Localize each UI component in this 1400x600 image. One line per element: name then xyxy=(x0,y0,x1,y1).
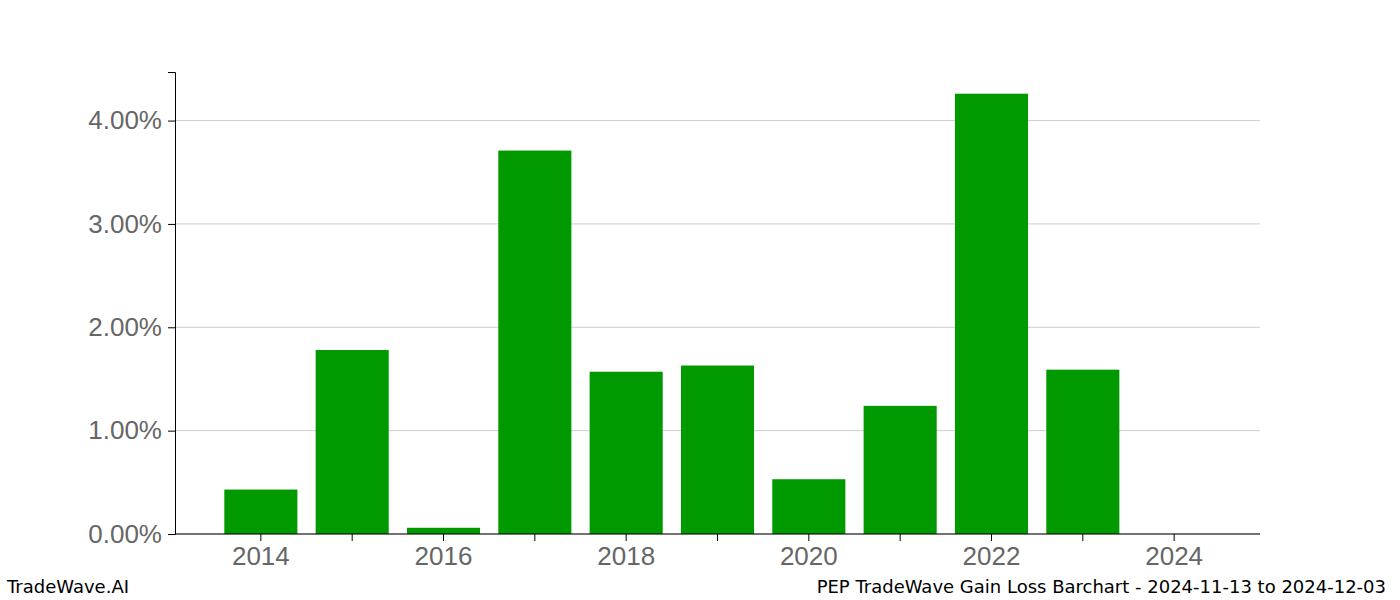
bar xyxy=(955,94,1028,534)
bar xyxy=(498,151,571,534)
bar xyxy=(864,406,937,534)
bar xyxy=(316,350,389,534)
y-tick-mark xyxy=(168,534,175,535)
y-tick-mark xyxy=(168,327,175,328)
y-axis-line xyxy=(168,73,176,535)
x-tick: 2024 xyxy=(1145,534,1203,571)
x-tick-mark xyxy=(352,534,353,541)
y-tick-label: 3.00% xyxy=(88,209,162,239)
x-tick-mark xyxy=(1174,534,1175,541)
x-tick: 2018 xyxy=(597,534,655,571)
bar xyxy=(407,528,480,534)
bar xyxy=(681,366,754,534)
y-tick-label: 1.00% xyxy=(88,415,162,445)
x-tick xyxy=(900,534,901,541)
title: PEP TradeWave Gain Loss Barchart - 2024-… xyxy=(817,576,1386,597)
x-tick-mark xyxy=(1082,534,1083,541)
x-tick xyxy=(352,534,353,541)
x-tick-label: 2020 xyxy=(780,541,838,571)
watermark: TradeWave.AI xyxy=(6,576,129,597)
y-tick-label: 0.00% xyxy=(88,519,162,549)
x-tick: 2020 xyxy=(780,534,838,571)
y-tick-mark xyxy=(168,224,175,225)
y-tick: 2.00% xyxy=(88,312,175,342)
x-tick-mark xyxy=(900,534,901,541)
x-tick xyxy=(534,534,535,541)
x-tick xyxy=(717,534,718,541)
x-tick-label: 2018 xyxy=(597,541,655,571)
x-tick-mark xyxy=(260,534,261,541)
y-tick: 1.00% xyxy=(88,415,175,445)
grid xyxy=(175,121,1260,534)
y-tick: 4.00% xyxy=(88,105,175,135)
x-tick xyxy=(1082,534,1083,541)
x-tick: 2014 xyxy=(232,534,290,571)
grid-line xyxy=(175,327,1260,328)
x-tick: 2016 xyxy=(415,534,473,571)
y-tick-mark xyxy=(168,121,175,122)
x-tick: 2022 xyxy=(963,534,1021,571)
x-tick-label: 2022 xyxy=(963,541,1021,571)
y-tick-mark xyxy=(168,431,175,432)
x-tick-label: 2016 xyxy=(415,541,473,571)
x-tick-mark xyxy=(534,534,535,541)
grid-line xyxy=(175,120,1260,121)
x-tick-mark xyxy=(717,534,718,541)
chart: 0.00% 1.00% 2.00% 3.00% 4.00% 2014 2016 2018 202… xyxy=(0,0,1400,600)
x-tick-mark xyxy=(443,534,444,541)
y-tick-label: 4.00% xyxy=(88,105,162,135)
x-tick-mark xyxy=(991,534,992,541)
x-axis: 2014 2016 2018 2020 2022 2024 xyxy=(175,534,1260,571)
x-tick-mark xyxy=(808,534,809,541)
y-tick: 0.00% xyxy=(88,519,175,549)
y-axis: 0.00% 1.00% 2.00% 3.00% 4.00% xyxy=(88,73,175,549)
plot-area: 0.00% 1.00% 2.00% 3.00% 4.00% 2014 2016 2018 202… xyxy=(88,73,1260,572)
bars xyxy=(224,94,1119,534)
y-tick: 3.00% xyxy=(88,209,175,239)
bar xyxy=(772,479,845,534)
bar xyxy=(1046,370,1119,534)
grid-line xyxy=(175,223,1260,224)
y-tick-label: 2.00% xyxy=(88,312,162,342)
x-tick-label: 2024 xyxy=(1145,541,1203,571)
x-tick-label: 2014 xyxy=(232,541,290,571)
x-tick-mark xyxy=(626,534,627,541)
bar xyxy=(224,490,297,534)
bar xyxy=(590,372,663,534)
